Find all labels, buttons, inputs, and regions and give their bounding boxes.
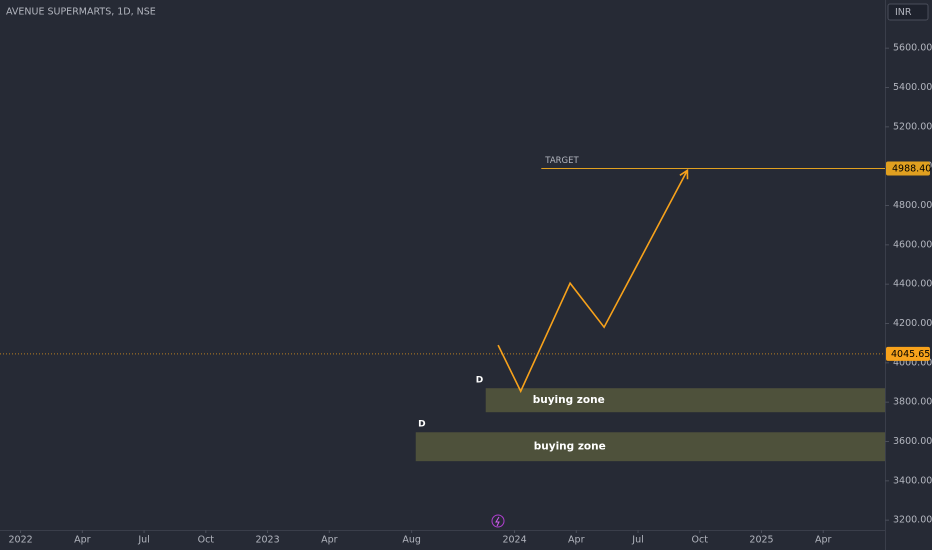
y-tick-label: 3200.00 [893,515,932,526]
projection-path [497,169,689,394]
y-tick-label: 4800.00 [893,200,932,211]
x-tick-label: Apr [815,535,832,546]
chart-title: AVENUE SUPERMARTS, 1D, NSE [6,7,156,18]
target-label: TARGET [544,156,579,166]
buying-zone [415,432,885,462]
y-tick-label: 3600.00 [893,436,932,447]
x-tick-label: 2023 [255,535,279,546]
pattern-marker: D [418,419,425,429]
y-tick-label: 4000.00 [893,357,932,368]
x-tick-label: 2025 [749,535,773,546]
x-tick-label: Jul [137,535,149,546]
x-tick-label: 2024 [502,535,526,546]
flash-icon-bolt [495,516,500,527]
y-tick-label: 5200.00 [893,121,932,132]
x-tick-label: Jul [631,535,643,546]
x-tick-label: Apr [321,535,338,546]
last-price-box [886,346,930,361]
currency: INR [895,7,912,18]
flash-icon [491,514,505,528]
pattern-marker: D [476,376,483,386]
x-tick-label: Oct [692,535,709,546]
y-tick-label: 3800.00 [893,397,932,408]
target-price-box [886,161,930,176]
last-price: 4045.65 [891,349,930,360]
buying-zone [485,388,885,413]
zone-label: buying zone [533,394,605,406]
y-tick-label: 4200.00 [893,318,932,329]
projection-arrowhead [679,168,689,180]
y-tick-label: 3400.00 [893,475,932,486]
y-tick-label: 4400.00 [893,279,932,290]
y-tick-label: 5600.00 [893,43,932,54]
target-price: 4988.40 [892,163,931,174]
x-tick-label: Aug [402,535,421,546]
y-tick-label: 5400.00 [893,82,932,93]
currency-box [887,3,929,21]
x-tick-label: 2022 [8,535,32,546]
y-tick-label: 4600.00 [893,239,932,250]
zone-label: buying zone [534,441,606,453]
x-tick-label: Oct [198,535,215,546]
x-tick-label: Apr [568,535,585,546]
x-tick-label: Apr [74,535,91,546]
